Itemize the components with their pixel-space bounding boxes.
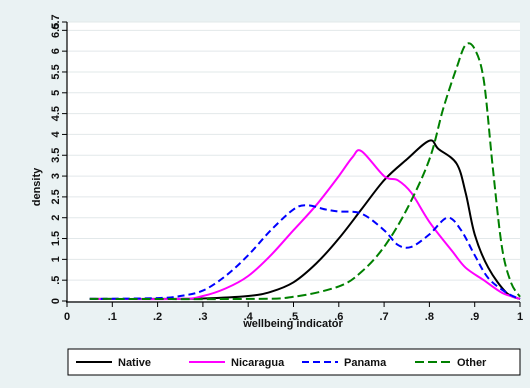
axis-layer: 0.511.522.533.544.555.566.56.70.1.2.3.4.… [50, 14, 523, 323]
x-tick-label: .1 [108, 311, 117, 323]
y-tick-label: 3 [50, 173, 62, 179]
legend-label-nicaragua: Nicaragua [231, 357, 285, 369]
y-tick-label: 6.7 [50, 14, 62, 29]
y-tick-label: 1.5 [50, 231, 62, 246]
y-tick-label: 4 [50, 130, 62, 137]
series-line-panama [89, 204, 521, 300]
x-tick-label: 1 [517, 311, 523, 323]
series-line-nicaragua [89, 149, 521, 301]
x-tick-label: .5 [289, 311, 298, 323]
y-tick-label: 2.5 [50, 189, 62, 204]
x-tick-label: 0 [64, 311, 70, 323]
grid-layer [67, 21, 520, 281]
legend-label-other: Other [457, 357, 487, 369]
x-axis-title: wellbeing indicator [242, 318, 343, 330]
y-tick-label: 6.5 [50, 23, 62, 38]
x-tick-label: .6 [334, 311, 343, 323]
y-tick-label: 3.5 [50, 148, 62, 163]
y-tick-label: 4.5 [50, 106, 62, 121]
x-tick-label: .8 [425, 311, 434, 323]
y-tick-label: 2 [50, 215, 62, 221]
series-line-other [89, 42, 521, 301]
plot-area [67, 22, 520, 301]
x-tick-label: .3 [198, 311, 207, 323]
y-axis-title: density [31, 167, 43, 206]
legend-label-native: Native [118, 357, 151, 369]
x-tick-label: .9 [470, 311, 479, 323]
legend: Native Nicaragua Panama Other [67, 348, 521, 376]
y-tick-label: 1 [50, 256, 62, 262]
y-tick-label: 0 [50, 298, 62, 304]
y-tick-label: .5 [50, 276, 62, 285]
series-layer [89, 42, 521, 301]
series-line-native [89, 139, 521, 300]
legend-label-panama: Panama [344, 357, 387, 369]
y-tick-label: 5.5 [50, 64, 62, 79]
y-tick-label: 5 [50, 90, 62, 96]
x-tick-label: .7 [380, 311, 389, 323]
y-tick-label: 6 [50, 48, 62, 54]
x-tick-label: .2 [153, 311, 162, 323]
x-tick-label: .4 [244, 311, 254, 323]
